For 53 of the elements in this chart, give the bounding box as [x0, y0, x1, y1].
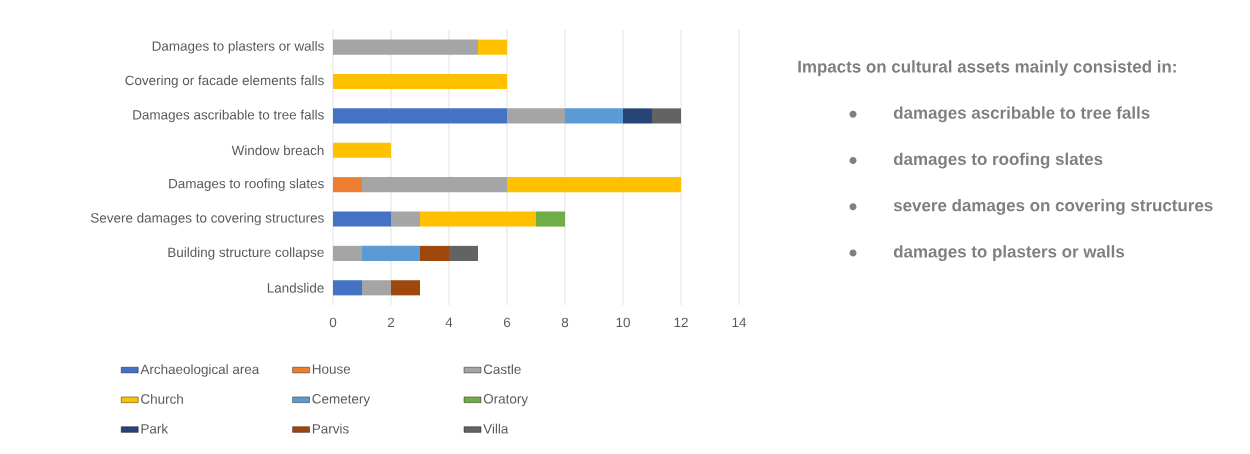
legend-label: Park — [141, 423, 169, 434]
text: damages to roofing slates — [893, 152, 1103, 169]
bar — [420, 245, 450, 261]
bar — [333, 177, 363, 193]
bar — [652, 108, 682, 124]
x-tick-label: 6 — [503, 317, 511, 328]
bar — [333, 280, 363, 296]
y-tick-label: Severe damages to covering structures — [90, 212, 324, 226]
x-tick-label: 4 — [445, 317, 453, 327]
bar — [478, 39, 508, 55]
legend-label: Cemetery — [312, 394, 371, 407]
y-tick-label: Damages to plasters or walls — [152, 40, 324, 54]
legend-label: Villa — [483, 423, 509, 434]
bar — [362, 177, 508, 193]
bar — [391, 211, 421, 227]
bar — [420, 211, 537, 227]
bar — [333, 211, 392, 227]
bar — [623, 108, 653, 124]
y-tick-label: Damages to roofing slates — [169, 178, 324, 191]
bar — [333, 245, 363, 261]
legend-label: Oratory — [483, 394, 529, 407]
bar — [333, 39, 479, 55]
bar — [449, 245, 479, 261]
bar — [333, 108, 508, 124]
bar — [391, 280, 421, 296]
text: damages to plasters or walls — [893, 245, 1125, 262]
bar — [536, 211, 566, 227]
legend-label: Church — [141, 393, 183, 404]
x-tick-label: 8 — [561, 317, 569, 328]
y-tick-label: Window breach — [231, 145, 324, 156]
x-tick-label: 0 — [329, 317, 337, 328]
bar — [507, 177, 682, 193]
bar — [333, 73, 508, 90]
bar — [333, 142, 392, 158]
bar — [362, 245, 421, 261]
legend-label: Archaeological area — [140, 364, 260, 377]
y-tick-label: Covering or facade elements falls — [125, 75, 324, 88]
y-tick-label: Building structure collapse — [168, 247, 324, 260]
text: severe damages on covering structures — [893, 198, 1213, 215]
text: damages ascribable to tree falls — [893, 106, 1150, 123]
legend-label: Castle — [483, 364, 521, 375]
text: Impacts on cultural assets mainly consisted in: — [798, 60, 1176, 76]
x-tick-label: 14 — [732, 317, 747, 327]
x-tick-label: 2 — [387, 317, 395, 328]
x-tick-label: 12 — [674, 317, 688, 328]
y-tick-label: Landslide — [267, 282, 324, 293]
y-tick-label: Damages ascribable to tree falls — [133, 109, 324, 123]
bar — [362, 280, 392, 296]
legend-label: House — [312, 364, 351, 374]
legend-label: Parvis — [312, 423, 349, 434]
bar — [565, 108, 624, 124]
x-tick-label: 10 — [616, 317, 630, 328]
bar — [507, 108, 566, 124]
